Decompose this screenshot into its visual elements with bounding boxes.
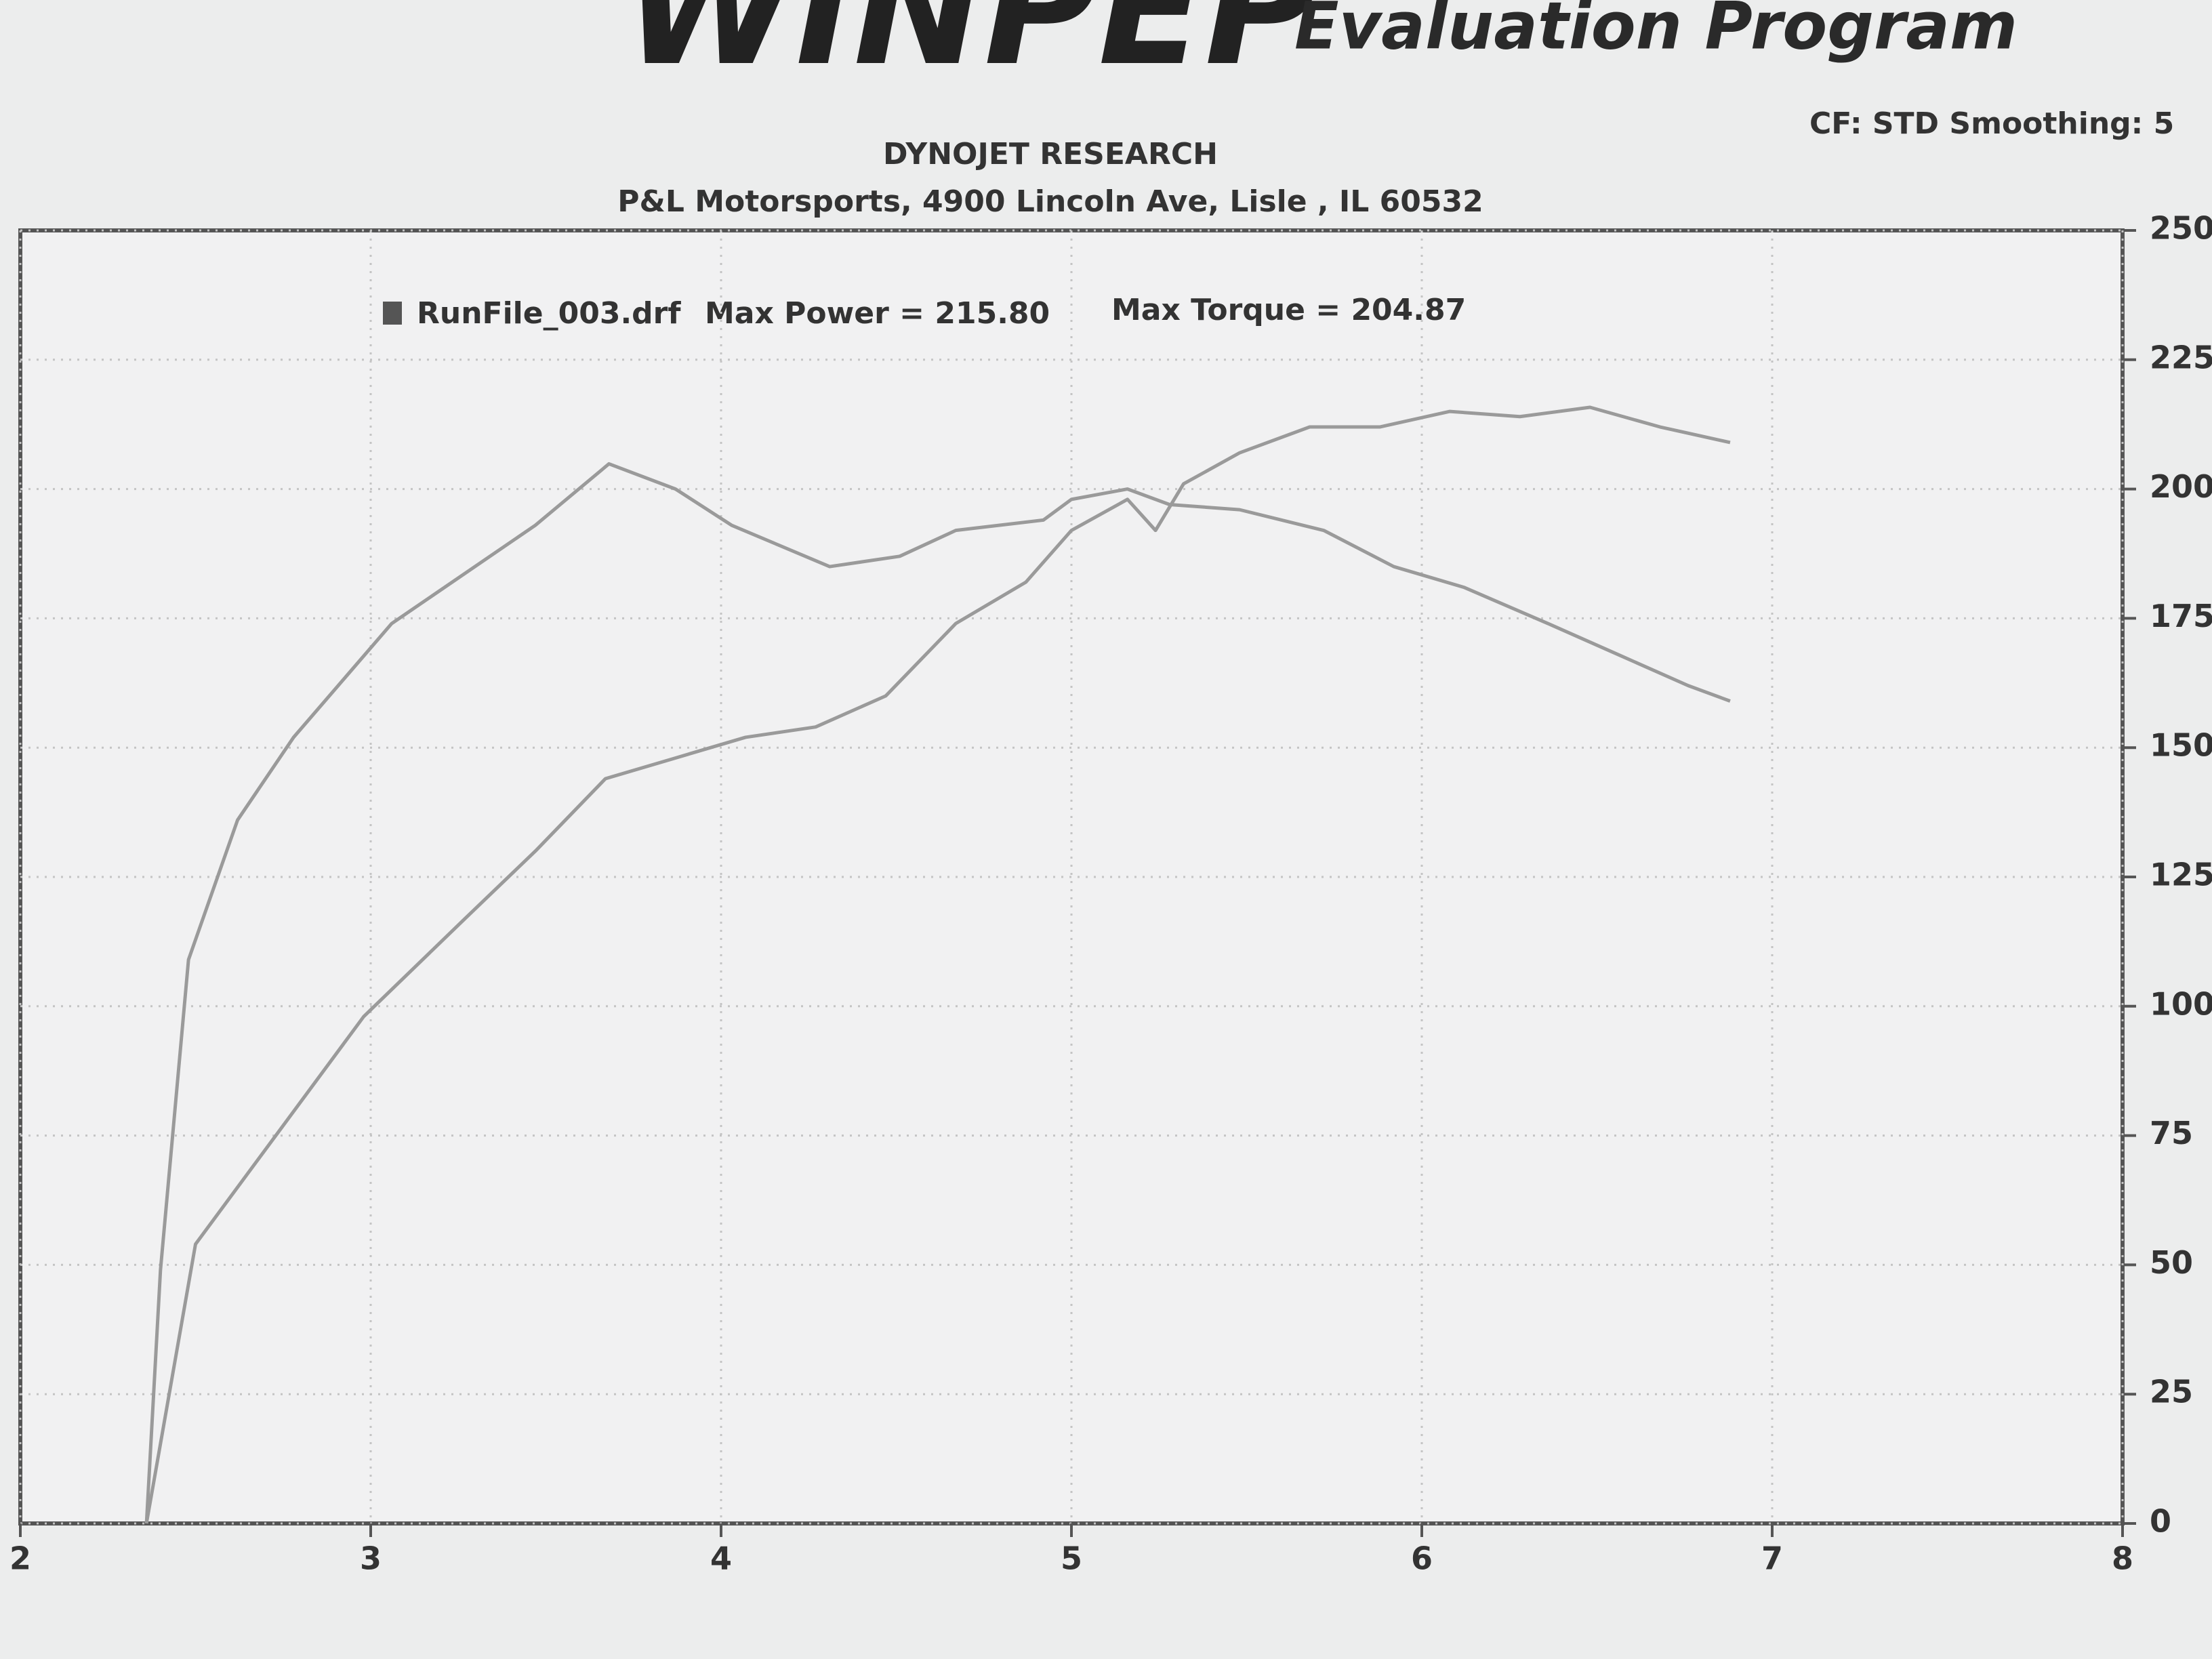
y-tick-label: 100 <box>2150 985 2212 1022</box>
annotation: Max Power = 215.80 <box>705 296 1050 331</box>
subtitle: DYNOJET RESEARCH <box>883 137 1218 171</box>
x-tick-label: 4 <box>710 1540 732 1577</box>
address: P&L Motorsports, 4900 Lincoln Ave, Lisle… <box>617 184 1483 219</box>
settings: CF: STD Smoothing: 5 <box>1809 106 2174 141</box>
y-tick-label: 250 <box>2150 210 2212 247</box>
series-line <box>144 462 1731 1524</box>
x-tick-label: 6 <box>1411 1540 1433 1577</box>
x-tick-label: 7 <box>1761 1540 1783 1577</box>
chart-title: Evaluation Program <box>1294 0 2018 64</box>
legend-swatch <box>383 302 402 325</box>
annotation: Max Torque = 204.87 <box>1111 293 1466 327</box>
x-tick-label: 5 <box>1061 1540 1082 1577</box>
logo: WINPEP <box>623 0 1319 100</box>
y-tick-label: 0 <box>2150 1503 2171 1540</box>
y-tick-label: 50 <box>2150 1244 2193 1281</box>
legend-label: RunFile_003.drf <box>417 296 681 331</box>
y-tick-label: 125 <box>2150 857 2212 893</box>
y-tick-label: 175 <box>2150 598 2212 634</box>
y-tick-label: 25 <box>2150 1374 2193 1410</box>
x-tick-label: 8 <box>2112 1540 2133 1577</box>
x-tick-label: 3 <box>360 1540 382 1577</box>
y-tick-label: 200 <box>2150 468 2212 505</box>
series-line <box>144 405 1731 1524</box>
x-tick-label: 2 <box>9 1540 31 1577</box>
y-tick-label: 75 <box>2150 1115 2193 1151</box>
y-tick-label: 225 <box>2150 339 2212 375</box>
y-tick-label: 150 <box>2150 727 2212 764</box>
